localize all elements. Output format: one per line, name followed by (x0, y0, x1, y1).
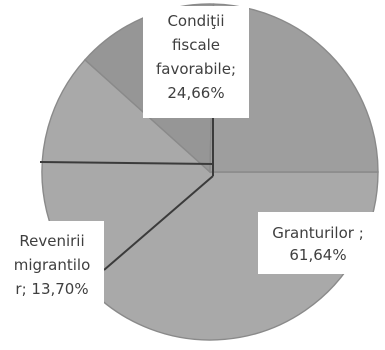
pie-label-granturilor: Granturilor ; 61,64% (258, 212, 378, 274)
pie-label-line: Granturilor ; (272, 224, 364, 242)
pie-label-line: r; 13,70% (15, 280, 88, 298)
pie-shading (39, 118, 214, 271)
pie-label-line: fiscale (172, 36, 220, 54)
pie-label-conditii-fiscale-favorabile: Condiţii fiscale favorabile; 24,66% (143, 6, 249, 118)
pie-label-line: 61,64% (289, 246, 346, 264)
slice-divider-line (39, 161, 214, 165)
pie-label-line: migrantilo (14, 256, 91, 274)
pie-labels: Granturilor ; 61,64% Revenirii migrantilo r;… (0, 6, 378, 305)
slice-divider-line-diagonal (103, 175, 214, 271)
pie-label-box (0, 221, 104, 305)
pie-label-line: Revenirii (19, 232, 84, 250)
pie-label-line: Condiţii (167, 12, 224, 30)
pie-label-revenirii-migrantilor: Revenirii migrantilo r; 13,70% (0, 221, 104, 305)
pie-label-line: favorabile; (156, 60, 236, 78)
pie-label-box (258, 212, 378, 274)
pie-label-line: 24,66% (167, 84, 224, 102)
pie-label-box (143, 6, 249, 118)
